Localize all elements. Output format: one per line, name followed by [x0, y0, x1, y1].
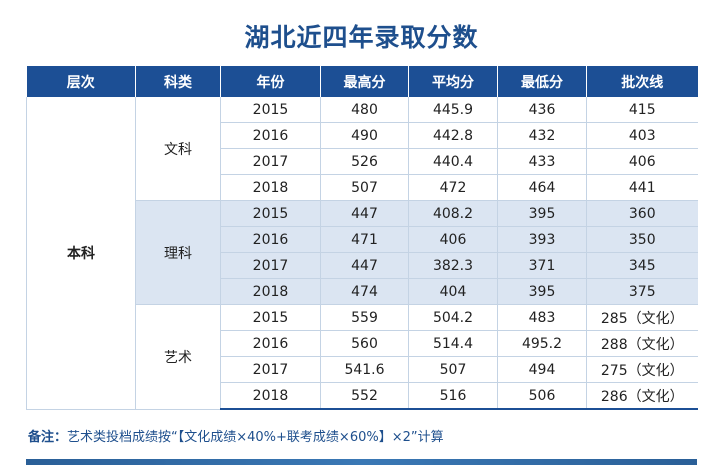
level-cell: 本科 — [26, 97, 136, 410]
table-row: 2016 490 442.8 432 403 — [27, 122, 698, 149]
max-score-cell: 507 — [320, 174, 409, 201]
table-row: 2016 471 406 393 350 — [27, 226, 698, 253]
min-score-cell: 393 — [497, 226, 587, 253]
table-row: 2016 560 514.4 495.2 288（文化） — [27, 330, 698, 357]
max-score-cell: 447 — [320, 252, 409, 279]
min-score-cell: 506 — [497, 382, 587, 410]
batch-line-cell: 360 — [586, 200, 698, 227]
batch-line-cell: 350 — [586, 226, 698, 253]
year-cell: 2015 — [220, 304, 321, 331]
avg-score-cell: 516 — [408, 382, 498, 410]
table-body: 本科 文科 2015 480 445.9 436 415 2016 490 442.8 432 403… — [26, 97, 698, 410]
batch-line-cell: 406 — [586, 148, 698, 175]
year-cell: 2018 — [220, 278, 321, 305]
year-cell: 2017 — [220, 356, 321, 383]
table-row: 2018 474 404 395 375 — [27, 278, 698, 305]
min-score-cell: 432 — [497, 122, 587, 149]
max-score-cell: 526 — [320, 148, 409, 175]
table-row: 2017 541.6 507 494 275（文化） — [27, 356, 698, 383]
batch-line-cell: 415 — [586, 97, 698, 123]
header-level: 层次 — [26, 66, 136, 97]
table-row: 2018 552 516 506 286（文化） — [27, 382, 698, 410]
year-cell: 2016 — [220, 122, 321, 149]
batch-line-cell: 345 — [586, 252, 698, 279]
max-score-cell: 474 — [320, 278, 409, 305]
year-cell: 2015 — [220, 200, 321, 227]
subject-cell: 文科 — [135, 97, 221, 201]
year-cell: 2016 — [220, 226, 321, 253]
min-score-cell: 436 — [497, 97, 587, 123]
max-score-cell: 447 — [320, 200, 409, 227]
avg-score-cell: 382.3 — [408, 252, 498, 279]
batch-line-cell: 286（文化） — [586, 382, 698, 410]
avg-score-cell: 445.9 — [408, 97, 498, 123]
footnote-label: 备注： — [28, 430, 68, 445]
min-score-cell: 494 — [497, 356, 587, 383]
min-score-cell: 483 — [497, 304, 587, 331]
batch-line-cell: 441 — [586, 174, 698, 201]
max-score-cell: 490 — [320, 122, 409, 149]
table-row: 2017 526 440.4 433 406 — [27, 148, 698, 175]
avg-score-cell: 404 — [408, 278, 498, 305]
batch-line-cell: 275（文化） — [586, 356, 698, 383]
header-year: 年份 — [220, 66, 321, 97]
year-cell: 2016 — [220, 330, 321, 357]
year-cell: 2017 — [220, 148, 321, 175]
year-cell: 2017 — [220, 252, 321, 279]
avg-score-cell: 514.4 — [408, 330, 498, 357]
avg-score-cell: 442.8 — [408, 122, 498, 149]
year-cell: 2018 — [220, 382, 321, 410]
min-score-cell: 395 — [497, 278, 587, 305]
footnote: 备注：艺术类投档成绩按“【文化成绩×40%+联考成绩×60%】×2”计算 — [28, 426, 444, 445]
max-score-cell: 560 — [320, 330, 409, 357]
subject-cell: 理科 — [135, 200, 221, 305]
avg-score-cell: 406 — [408, 226, 498, 253]
batch-line-cell: 375 — [586, 278, 698, 305]
table-header-row: 层次 科类 年份 最高分 平均分 最低分 批次线 — [26, 66, 698, 97]
year-cell: 2018 — [220, 174, 321, 201]
header-avg-score: 平均分 — [408, 66, 498, 97]
header-max-score: 最高分 — [320, 66, 409, 97]
avg-score-cell: 472 — [408, 174, 498, 201]
min-score-cell: 495.2 — [497, 330, 587, 357]
avg-score-cell: 507 — [408, 356, 498, 383]
avg-score-cell: 408.2 — [408, 200, 498, 227]
max-score-cell: 480 — [320, 97, 409, 123]
header-min-score: 最低分 — [497, 66, 587, 97]
min-score-cell: 371 — [497, 252, 587, 279]
avg-score-cell: 504.2 — [408, 304, 498, 331]
header-batch-line: 批次线 — [586, 66, 698, 97]
table-row: 本科 文科 2015 480 445.9 436 415 — [26, 97, 698, 410]
table-row: 2017 447 382.3 371 345 — [27, 252, 698, 279]
max-score-cell: 471 — [320, 226, 409, 253]
min-score-cell: 433 — [497, 148, 587, 175]
subject-cell: 艺术 — [135, 304, 221, 410]
page-title: 湖北近四年录取分数 — [244, 23, 479, 52]
table-row: 理科 2015 447 408.2 395 360 — [27, 200, 698, 305]
max-score-cell: 541.6 — [320, 356, 409, 383]
bottom-decoration-strip — [26, 459, 697, 465]
avg-score-cell: 440.4 — [408, 148, 498, 175]
min-score-cell: 464 — [497, 174, 587, 201]
score-table: 层次 科类 年份 最高分 平均分 最低分 批次线 本科 文科 2015 480 445.… — [26, 66, 698, 410]
year-cell: 2015 — [220, 97, 321, 123]
footnote-text: 艺术类投档成绩按“【文化成绩×40%+联考成绩×60%】×2”计算 — [67, 430, 444, 445]
max-score-cell: 552 — [320, 382, 409, 410]
table-row: 2018 507 472 464 441 — [27, 174, 698, 201]
batch-line-cell: 285（文化） — [586, 304, 698, 331]
batch-line-cell: 288（文化） — [586, 330, 698, 357]
max-score-cell: 559 — [320, 304, 409, 331]
batch-line-cell: 403 — [586, 122, 698, 149]
header-subject: 科类 — [135, 66, 221, 97]
table-row: 艺术 2015 559 504.2 483 285（文化） — [27, 304, 698, 410]
min-score-cell: 395 — [497, 200, 587, 227]
